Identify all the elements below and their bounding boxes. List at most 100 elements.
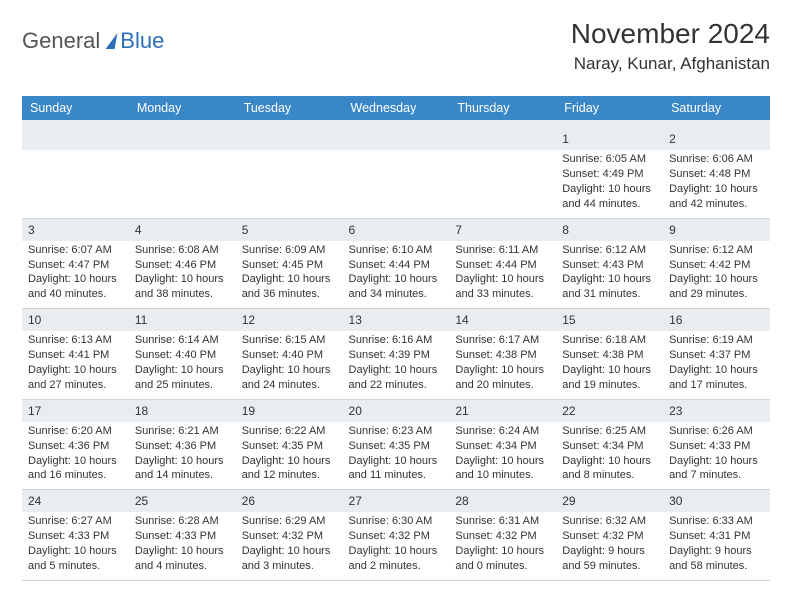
daylight-text: Daylight: 10 hours and 27 minutes. (28, 363, 123, 393)
sunrise-text: Sunrise: 6:25 AM (562, 424, 657, 439)
sunrise-text: Sunrise: 6:20 AM (28, 424, 123, 439)
calendar-cell: 28Sunrise: 6:31 AMSunset: 4:32 PMDayligh… (449, 490, 556, 581)
day-number: 3 (22, 219, 129, 241)
day-body: Sunrise: 6:19 AMSunset: 4:37 PMDaylight:… (663, 331, 770, 398)
day-number: 15 (556, 309, 663, 331)
sunset-text: Sunset: 4:38 PM (562, 348, 657, 363)
weekday-header: Saturday (663, 96, 770, 120)
sunrise-text: Sunrise: 6:16 AM (349, 333, 444, 348)
daylight-text: Daylight: 9 hours and 59 minutes. (562, 544, 657, 574)
daylight-text: Daylight: 10 hours and 44 minutes. (562, 182, 657, 212)
daylight-text: Daylight: 10 hours and 12 minutes. (242, 454, 337, 484)
sunrise-text: Sunrise: 6:11 AM (455, 243, 550, 258)
day-body: Sunrise: 6:14 AMSunset: 4:40 PMDaylight:… (129, 331, 236, 398)
day-body: Sunrise: 6:24 AMSunset: 4:34 PMDaylight:… (449, 422, 556, 489)
logo: General Blue (22, 18, 164, 54)
calendar-cell (22, 128, 129, 218)
calendar-cell: 16Sunrise: 6:19 AMSunset: 4:37 PMDayligh… (663, 309, 770, 400)
sunrise-text: Sunrise: 6:09 AM (242, 243, 337, 258)
day-body: Sunrise: 6:23 AMSunset: 4:35 PMDaylight:… (343, 422, 450, 489)
day-number (343, 128, 450, 150)
day-number (449, 128, 556, 150)
daylight-text: Daylight: 10 hours and 10 minutes. (455, 454, 550, 484)
sunrise-text: Sunrise: 6:12 AM (669, 243, 764, 258)
day-number: 6 (343, 219, 450, 241)
daylight-text: Daylight: 10 hours and 36 minutes. (242, 272, 337, 302)
daylight-text: Daylight: 10 hours and 2 minutes. (349, 544, 444, 574)
day-number: 13 (343, 309, 450, 331)
calendar-cell (343, 128, 450, 218)
daylight-text: Daylight: 10 hours and 22 minutes. (349, 363, 444, 393)
logo-text-b: Blue (120, 28, 164, 54)
day-body: Sunrise: 6:11 AMSunset: 4:44 PMDaylight:… (449, 241, 556, 308)
daylight-text: Daylight: 9 hours and 58 minutes. (669, 544, 764, 574)
sunset-text: Sunset: 4:38 PM (455, 348, 550, 363)
sunrise-text: Sunrise: 6:21 AM (135, 424, 230, 439)
spacer-row (22, 120, 770, 128)
day-body: Sunrise: 6:20 AMSunset: 4:36 PMDaylight:… (22, 422, 129, 489)
sunset-text: Sunset: 4:35 PM (242, 439, 337, 454)
sunset-text: Sunset: 4:32 PM (349, 529, 444, 544)
day-number: 22 (556, 400, 663, 422)
day-number: 9 (663, 219, 770, 241)
calendar-cell: 27Sunrise: 6:30 AMSunset: 4:32 PMDayligh… (343, 490, 450, 581)
sunrise-text: Sunrise: 6:22 AM (242, 424, 337, 439)
day-body: Sunrise: 6:07 AMSunset: 4:47 PMDaylight:… (22, 241, 129, 308)
weekday-header: Thursday (449, 96, 556, 120)
day-number: 24 (22, 490, 129, 512)
sunrise-text: Sunrise: 6:30 AM (349, 514, 444, 529)
sunrise-text: Sunrise: 6:17 AM (455, 333, 550, 348)
daylight-text: Daylight: 10 hours and 5 minutes. (28, 544, 123, 574)
daylight-text: Daylight: 10 hours and 42 minutes. (669, 182, 764, 212)
sunset-text: Sunset: 4:41 PM (28, 348, 123, 363)
calendar-week: 3Sunrise: 6:07 AMSunset: 4:47 PMDaylight… (22, 218, 770, 309)
daylight-text: Daylight: 10 hours and 11 minutes. (349, 454, 444, 484)
sunset-text: Sunset: 4:42 PM (669, 258, 764, 273)
sunset-text: Sunset: 4:39 PM (349, 348, 444, 363)
day-body: Sunrise: 6:25 AMSunset: 4:34 PMDaylight:… (556, 422, 663, 489)
daylight-text: Daylight: 10 hours and 14 minutes. (135, 454, 230, 484)
sunrise-text: Sunrise: 6:26 AM (669, 424, 764, 439)
day-body: Sunrise: 6:17 AMSunset: 4:38 PMDaylight:… (449, 331, 556, 398)
calendar-cell: 5Sunrise: 6:09 AMSunset: 4:45 PMDaylight… (236, 218, 343, 309)
calendar-cell: 11Sunrise: 6:14 AMSunset: 4:40 PMDayligh… (129, 309, 236, 400)
sunset-text: Sunset: 4:46 PM (135, 258, 230, 273)
sunset-text: Sunset: 4:37 PM (669, 348, 764, 363)
daylight-text: Daylight: 10 hours and 38 minutes. (135, 272, 230, 302)
sunset-text: Sunset: 4:32 PM (562, 529, 657, 544)
sunrise-text: Sunrise: 6:19 AM (669, 333, 764, 348)
weekday-header: Tuesday (236, 96, 343, 120)
calendar-cell: 1Sunrise: 6:05 AMSunset: 4:49 PMDaylight… (556, 128, 663, 218)
calendar-cell: 12Sunrise: 6:15 AMSunset: 4:40 PMDayligh… (236, 309, 343, 400)
calendar-cell: 23Sunrise: 6:26 AMSunset: 4:33 PMDayligh… (663, 399, 770, 490)
sunrise-text: Sunrise: 6:28 AM (135, 514, 230, 529)
day-number: 10 (22, 309, 129, 331)
sunset-text: Sunset: 4:48 PM (669, 167, 764, 182)
day-number: 17 (22, 400, 129, 422)
day-number (22, 128, 129, 150)
day-number: 29 (556, 490, 663, 512)
month-title: November 2024 (571, 18, 770, 50)
calendar-table: Sunday Monday Tuesday Wednesday Thursday… (22, 96, 770, 581)
sunrise-text: Sunrise: 6:08 AM (135, 243, 230, 258)
day-body: Sunrise: 6:12 AMSunset: 4:42 PMDaylight:… (663, 241, 770, 308)
day-number: 18 (129, 400, 236, 422)
daylight-text: Daylight: 10 hours and 20 minutes. (455, 363, 550, 393)
day-body: Sunrise: 6:08 AMSunset: 4:46 PMDaylight:… (129, 241, 236, 308)
weekday-header-row: Sunday Monday Tuesday Wednesday Thursday… (22, 96, 770, 120)
sunrise-text: Sunrise: 6:12 AM (562, 243, 657, 258)
day-number: 1 (556, 128, 663, 150)
calendar-cell: 3Sunrise: 6:07 AMSunset: 4:47 PMDaylight… (22, 218, 129, 309)
day-number (129, 128, 236, 150)
sunset-text: Sunset: 4:44 PM (455, 258, 550, 273)
calendar-cell: 7Sunrise: 6:11 AMSunset: 4:44 PMDaylight… (449, 218, 556, 309)
calendar-cell (236, 128, 343, 218)
sunset-text: Sunset: 4:44 PM (349, 258, 444, 273)
calendar-cell (449, 128, 556, 218)
daylight-text: Daylight: 10 hours and 40 minutes. (28, 272, 123, 302)
sunset-text: Sunset: 4:33 PM (28, 529, 123, 544)
day-body: Sunrise: 6:16 AMSunset: 4:39 PMDaylight:… (343, 331, 450, 398)
sunset-text: Sunset: 4:40 PM (135, 348, 230, 363)
sunrise-text: Sunrise: 6:05 AM (562, 152, 657, 167)
sunrise-text: Sunrise: 6:33 AM (669, 514, 764, 529)
